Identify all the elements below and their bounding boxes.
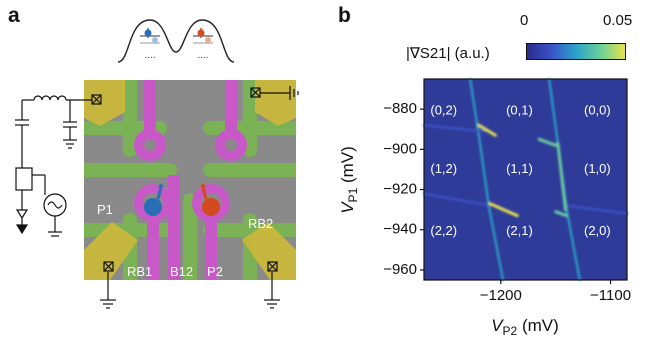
gate-label-p1: P1 [97, 202, 113, 217]
gate-label-rb1: RB1 [127, 264, 152, 279]
transition-line-9 [556, 141, 568, 212]
y-tick-label: −940 [383, 221, 417, 238]
charge-state-label: (1,2) [430, 161, 457, 176]
device-micrograph [84, 80, 296, 280]
transition-line-8 [554, 210, 569, 218]
x-tick-label: −1100 [590, 287, 631, 304]
gate-label-p2: P2 [207, 264, 223, 279]
right-electron-icon [200, 183, 220, 216]
left-electron-icon [144, 183, 164, 216]
gate-label-rb2: RB2 [248, 216, 273, 231]
panel-b-label: b [338, 4, 351, 27]
transition-line-0 [468, 77, 505, 282]
y-tick-label: −900 [383, 140, 417, 157]
colorbar [526, 43, 626, 60]
gate-label-b12: B12 [170, 264, 193, 279]
charge-state-label: (2,2) [430, 223, 457, 238]
transition-line-3 [422, 192, 491, 207]
transition-line-7 [488, 202, 519, 218]
panel-a-label: a [8, 4, 20, 27]
charge-state-label: (1,1) [506, 161, 533, 176]
charge-state-label: (2,1) [506, 223, 533, 238]
transition-line-4 [565, 204, 629, 215]
x-tick-label: −1200 [480, 287, 522, 304]
plot-frame [423, 78, 628, 281]
y-tick-label: −920 [383, 181, 417, 198]
y-axis-label: VP1 (mV) [338, 146, 360, 214]
left-well-electron-icon [140, 28, 160, 44]
right-well-dots: .... [197, 50, 208, 61]
heatmap-background [424, 79, 627, 280]
y-tick-label: −960 [383, 261, 417, 278]
y-tick-label: −880 [383, 100, 417, 117]
charge-state-label: (1,0) [584, 161, 611, 176]
x-axis-label: VP2 (mV) [491, 316, 559, 337]
colorbar-min-label: 0 [520, 12, 529, 29]
transition-line-6 [537, 137, 558, 147]
left-well-dots: .... [144, 50, 155, 61]
colorbar-label: |∇S21| (a.u.) [406, 45, 490, 62]
charge-state-label: (0,1) [506, 103, 533, 118]
transition-line-5 [477, 123, 497, 137]
colorbar-max-label: 0.05 [603, 12, 633, 29]
charge-state-label: (0,0) [584, 103, 611, 118]
rf-circuit [15, 86, 299, 309]
charge-state-label: (2,0) [584, 223, 611, 238]
charge-state-label: (0,2) [430, 103, 457, 118]
right-well-electron-icon [193, 28, 213, 44]
panel-a-figure: .... .... [15, 19, 299, 309]
double-well-diagram [117, 19, 235, 63]
transition-line-2 [422, 124, 486, 133]
